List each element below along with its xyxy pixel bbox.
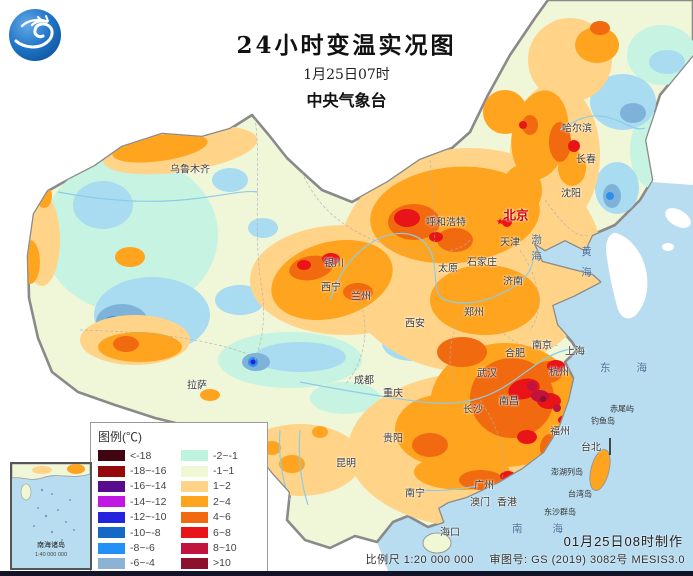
legend-swatch [98,557,125,569]
nmc-dragon-logo-icon [9,9,61,61]
legend-swatch [181,557,208,569]
legend-item: -1~1 [181,463,260,478]
rivers [57,115,646,506]
approval-number: 审图号: GS (2019) 3082号 MESIS3.0 [489,554,685,566]
legend: 图例(℃) <-18 -18~-16 -16~-14 -14~-12 -12~-… [90,422,268,576]
inset-map [11,463,91,568]
legend-swatch [98,496,125,508]
legend-title: 图例(℃) [98,430,142,444]
production-time: 01月25日08时制作 [563,534,683,549]
legend-item: 6~8 [181,525,260,540]
taiwan-island [589,449,611,491]
south-china-sea-inset: 南海诸岛 1:40 000 000 [10,462,92,570]
province-borders [79,117,591,486]
legend-item: -18~-16 [98,463,177,478]
nmc-logo [8,8,62,62]
legend-swatch [181,480,208,492]
inset-scale: 1:40 000 000 [34,552,68,558]
legend-item: -6~-4 [98,556,177,571]
legend-swatch [98,527,125,539]
bottom-border-bar [0,571,693,576]
legend-item: -16~-14 [98,479,177,494]
legend-item: -10~-8 [98,525,177,540]
legend-swatch [98,542,125,554]
legend-item: -14~-12 [98,494,177,509]
legend-item: -12~-10 [98,510,177,525]
legend-item: 2~4 [181,494,260,509]
legend-column-left: <-18 -18~-16 -16~-14 -14~-12 -12~-10 -10… [98,448,177,576]
legend-swatch [98,511,125,523]
legend-swatch [98,450,125,462]
capital-star-icon: ★ [495,216,505,227]
legend-item: 8~10 [181,540,260,555]
legend-item: >10 [181,556,260,571]
legend-item: -2~-1 [181,448,260,463]
legend-item: -8~-6 [98,540,177,555]
inset-label: 南海诸岛 [37,542,65,549]
legend-item: <-18 [98,448,177,463]
legend-item: 4~6 [181,510,260,525]
legend-swatch [181,450,208,462]
japan-islets [665,208,691,228]
legend-swatch [98,480,125,492]
scale-label: 比例尺 1:20 000 000 [365,554,474,566]
legend-column-right: -2~-1 -1~1 1~2 2~4 4~6 6~8 8~10 >10 [181,448,260,576]
korea-landmass [606,232,648,319]
legend-swatch [98,465,125,477]
hainan-island [422,532,452,554]
legend-swatch [181,511,208,523]
map-scale-line: 比例尺 1:20 000 000 审图号: GS (2019) 3082号 ME… [366,551,685,567]
legend-swatch [181,542,208,554]
legend-swatch [181,496,208,508]
legend-swatch [181,465,208,477]
legend-swatch [181,527,208,539]
legend-item: 1~2 [181,479,260,494]
